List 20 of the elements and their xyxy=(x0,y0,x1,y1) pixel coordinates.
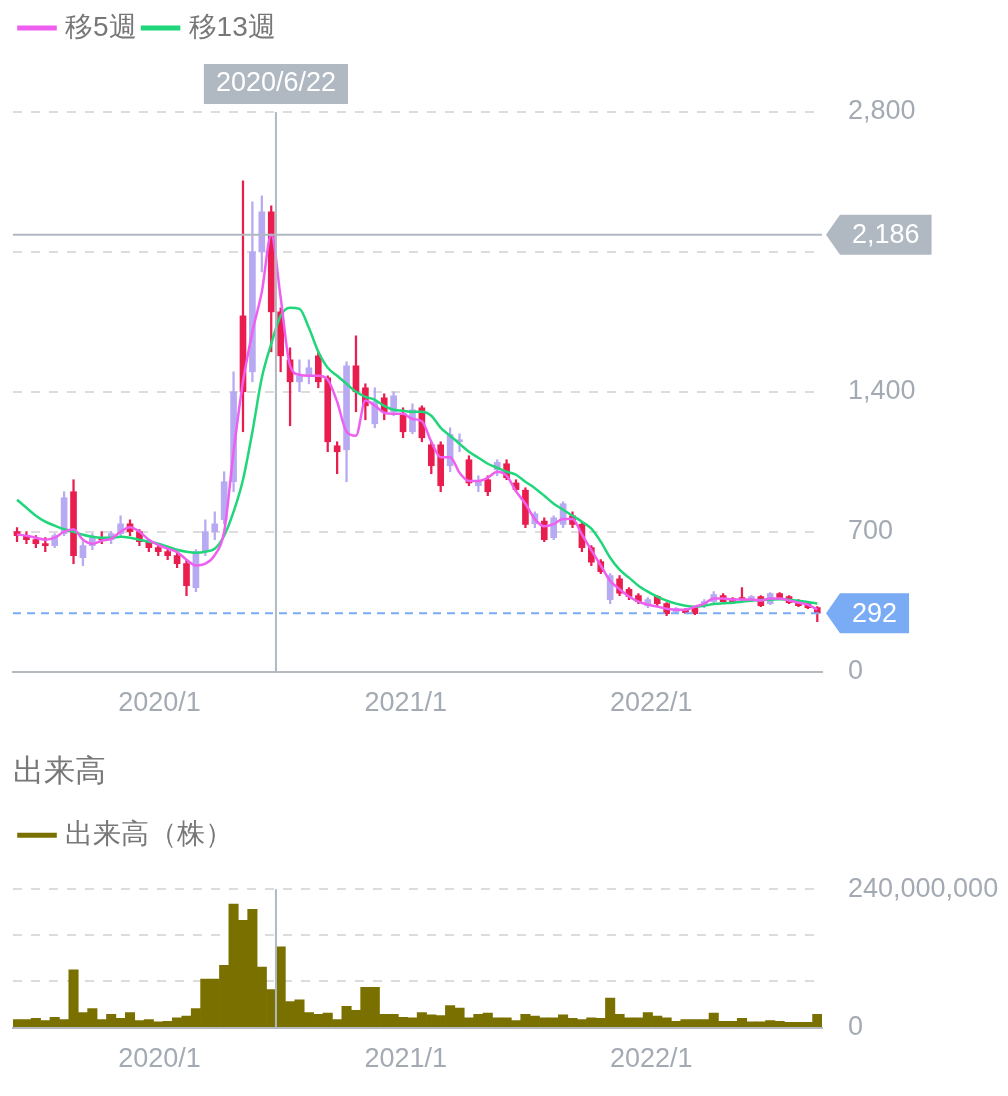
x-tick-label: 2020/1 xyxy=(118,687,201,718)
x-tick-label: 2021/1 xyxy=(364,1043,448,1074)
chart-title: 出来高 xyxy=(13,753,106,789)
x-tick-label: 2022/1 xyxy=(609,1043,693,1074)
x-tick-label: 2020/1 xyxy=(118,1043,201,1074)
y-tick-label: 1,400 xyxy=(848,375,916,406)
legend-label: 出来高（株） xyxy=(65,817,233,849)
y-tick-label: 0 xyxy=(848,655,864,686)
legend-label: 移5週 xyxy=(65,10,137,42)
legend-label: 移13週 xyxy=(188,10,276,42)
ref-line-label: 2020/6/22 xyxy=(215,67,336,98)
y-tick-label: 240,000,000 xyxy=(848,872,999,903)
line-series xyxy=(15,306,819,608)
ref-line-label: 2,186 xyxy=(852,219,920,250)
y-tick-label: 2,800 xyxy=(848,95,916,126)
y-tick-label: 700 xyxy=(848,515,894,546)
y-tick-label: 0 xyxy=(848,1011,864,1042)
ref-line-label: 292 xyxy=(852,597,898,628)
x-tick-label: 2022/1 xyxy=(609,687,693,718)
x-tick-label: 2021/1 xyxy=(364,687,448,718)
